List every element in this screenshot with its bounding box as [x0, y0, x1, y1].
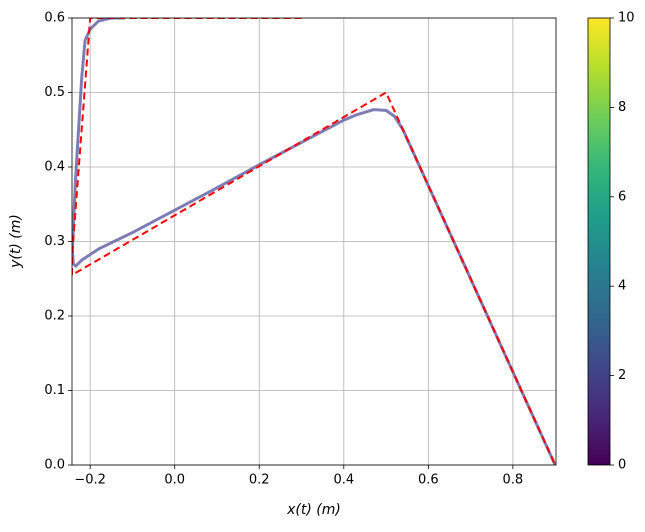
- y-tick-label: 0.1: [44, 383, 65, 398]
- y-tick-label: 0.4: [44, 160, 65, 175]
- colorbar-tick-label: 2: [618, 368, 626, 383]
- trajectory-line: [72, 18, 556, 465]
- colorbar: [587, 17, 611, 466]
- y-tick-label: 0.2: [44, 309, 65, 324]
- y-tick-label: 0.6: [44, 11, 65, 26]
- colorbar-tick-label: 8: [618, 100, 626, 115]
- x-tick-label: 0.2: [249, 473, 270, 488]
- colorbar-tick-label: 10: [618, 11, 635, 26]
- y-tick-label: 0.0: [44, 458, 65, 473]
- y-tick-label: 0.5: [44, 85, 65, 100]
- y-axis-label: y(t) (m): [8, 214, 24, 269]
- colorbar-tick-label: 4: [618, 279, 626, 294]
- grid: [72, 17, 556, 466]
- x-tick-label: 0.8: [503, 473, 524, 488]
- x-tick-label: 0.4: [333, 473, 354, 488]
- y-tick-label: 0.3: [44, 234, 65, 249]
- x-tick-label: 0.6: [418, 473, 439, 488]
- x-tick-label: 0.0: [164, 473, 185, 488]
- colorbar-tick-label: 0: [618, 458, 626, 473]
- x-axis-label: x(t) (m): [286, 502, 341, 518]
- colorbar-tick-label: 6: [618, 189, 626, 204]
- plot-lines: [72, 18, 556, 465]
- x-tick-label: −0.2: [74, 473, 106, 488]
